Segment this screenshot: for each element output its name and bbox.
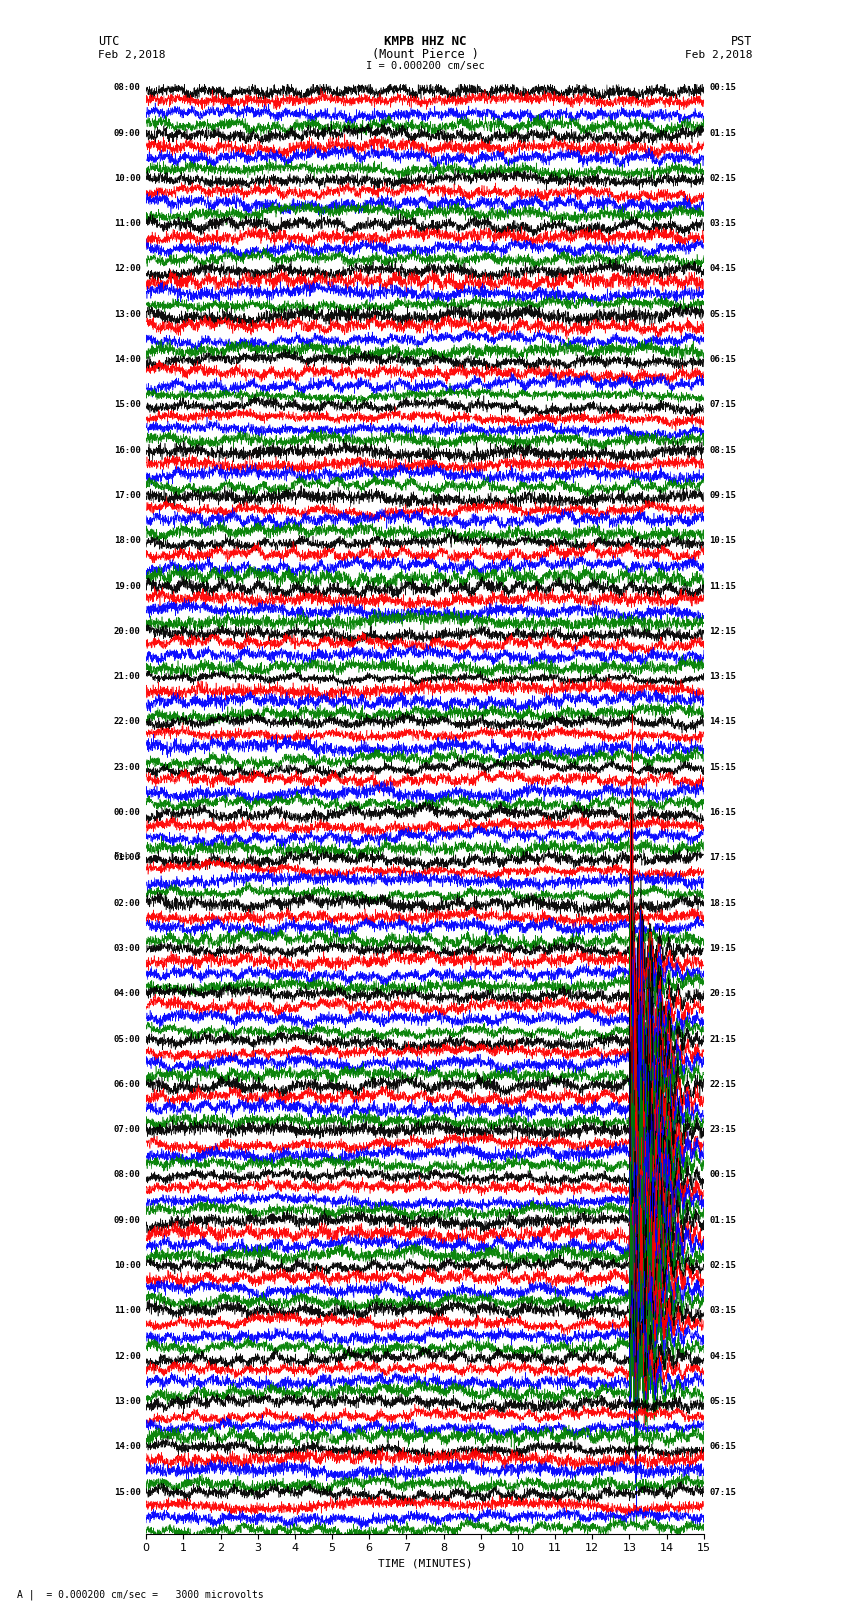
Text: 08:15: 08:15 bbox=[710, 445, 736, 455]
Text: 18:00: 18:00 bbox=[114, 536, 140, 545]
Text: 08:00: 08:00 bbox=[114, 84, 140, 92]
Text: 10:15: 10:15 bbox=[710, 536, 736, 545]
Text: UTC: UTC bbox=[98, 35, 119, 48]
Text: Feb 2,2018: Feb 2,2018 bbox=[98, 50, 165, 60]
Text: 04:00: 04:00 bbox=[114, 989, 140, 998]
Text: 07:00: 07:00 bbox=[114, 1126, 140, 1134]
Text: 11:00: 11:00 bbox=[114, 219, 140, 227]
Text: 01:00: 01:00 bbox=[114, 853, 140, 863]
Text: 08:00: 08:00 bbox=[114, 1171, 140, 1179]
Text: 06:15: 06:15 bbox=[710, 355, 736, 365]
Text: Feb 2,2018: Feb 2,2018 bbox=[685, 50, 752, 60]
Text: 01:15: 01:15 bbox=[710, 129, 736, 137]
Text: 09:00: 09:00 bbox=[114, 1216, 140, 1224]
Text: 00:15: 00:15 bbox=[710, 84, 736, 92]
Text: 02:15: 02:15 bbox=[710, 1261, 736, 1269]
Text: 14:15: 14:15 bbox=[710, 718, 736, 726]
Text: 00:15: 00:15 bbox=[710, 1171, 736, 1179]
Text: 13:00: 13:00 bbox=[114, 1397, 140, 1407]
Text: 15:00: 15:00 bbox=[114, 1487, 140, 1497]
Text: 03:15: 03:15 bbox=[710, 219, 736, 227]
Text: 18:15: 18:15 bbox=[710, 898, 736, 908]
Text: 05:15: 05:15 bbox=[710, 310, 736, 319]
Text: 10:00: 10:00 bbox=[114, 174, 140, 182]
Text: I = 0.000200 cm/sec: I = 0.000200 cm/sec bbox=[366, 61, 484, 71]
Text: 21:15: 21:15 bbox=[710, 1034, 736, 1044]
X-axis label: TIME (MINUTES): TIME (MINUTES) bbox=[377, 1560, 473, 1569]
Text: 14:00: 14:00 bbox=[114, 1442, 140, 1452]
Text: 21:00: 21:00 bbox=[114, 673, 140, 681]
Text: 17:00: 17:00 bbox=[114, 490, 140, 500]
Text: 20:00: 20:00 bbox=[114, 627, 140, 636]
Text: (Mount Pierce ): (Mount Pierce ) bbox=[371, 48, 479, 61]
Text: 12:00: 12:00 bbox=[114, 265, 140, 274]
Text: 03:15: 03:15 bbox=[710, 1307, 736, 1315]
Text: 19:15: 19:15 bbox=[710, 944, 736, 953]
Text: 05:00: 05:00 bbox=[114, 1034, 140, 1044]
Text: 14:00: 14:00 bbox=[114, 355, 140, 365]
Text: 04:15: 04:15 bbox=[710, 1352, 736, 1361]
Text: KMPB HHZ NC: KMPB HHZ NC bbox=[383, 35, 467, 48]
Text: 22:15: 22:15 bbox=[710, 1079, 736, 1089]
Text: 13:15: 13:15 bbox=[710, 673, 736, 681]
Text: 13:00: 13:00 bbox=[114, 310, 140, 319]
Text: 01:15: 01:15 bbox=[710, 1216, 736, 1224]
Text: 15:00: 15:00 bbox=[114, 400, 140, 410]
Text: 00:00: 00:00 bbox=[114, 808, 140, 818]
Text: 22:00: 22:00 bbox=[114, 718, 140, 726]
Text: 06:00: 06:00 bbox=[114, 1079, 140, 1089]
Text: 16:00: 16:00 bbox=[114, 445, 140, 455]
Text: 12:15: 12:15 bbox=[710, 627, 736, 636]
Text: 11:15: 11:15 bbox=[710, 582, 736, 590]
Text: 20:15: 20:15 bbox=[710, 989, 736, 998]
Text: 02:15: 02:15 bbox=[710, 174, 736, 182]
Text: 09:00: 09:00 bbox=[114, 129, 140, 137]
Text: 03:00: 03:00 bbox=[114, 944, 140, 953]
Text: 16:15: 16:15 bbox=[710, 808, 736, 818]
Text: 10:00: 10:00 bbox=[114, 1261, 140, 1269]
Text: 07:15: 07:15 bbox=[710, 400, 736, 410]
Text: A |  = 0.000200 cm/sec =   3000 microvolts: A | = 0.000200 cm/sec = 3000 microvolts bbox=[17, 1589, 264, 1600]
Text: 23:15: 23:15 bbox=[710, 1126, 736, 1134]
Text: 11:00: 11:00 bbox=[114, 1307, 140, 1315]
Text: 12:00: 12:00 bbox=[114, 1352, 140, 1361]
Text: 07:15: 07:15 bbox=[710, 1487, 736, 1497]
Text: PST: PST bbox=[731, 35, 752, 48]
Text: 17:15: 17:15 bbox=[710, 853, 736, 863]
Text: 09:15: 09:15 bbox=[710, 490, 736, 500]
Text: 02:00: 02:00 bbox=[114, 898, 140, 908]
Text: 05:15: 05:15 bbox=[710, 1397, 736, 1407]
Text: 06:15: 06:15 bbox=[710, 1442, 736, 1452]
Text: 15:15: 15:15 bbox=[710, 763, 736, 771]
Text: Feb 3: Feb 3 bbox=[114, 852, 140, 861]
Text: 23:00: 23:00 bbox=[114, 763, 140, 771]
Text: 04:15: 04:15 bbox=[710, 265, 736, 274]
Text: 19:00: 19:00 bbox=[114, 582, 140, 590]
